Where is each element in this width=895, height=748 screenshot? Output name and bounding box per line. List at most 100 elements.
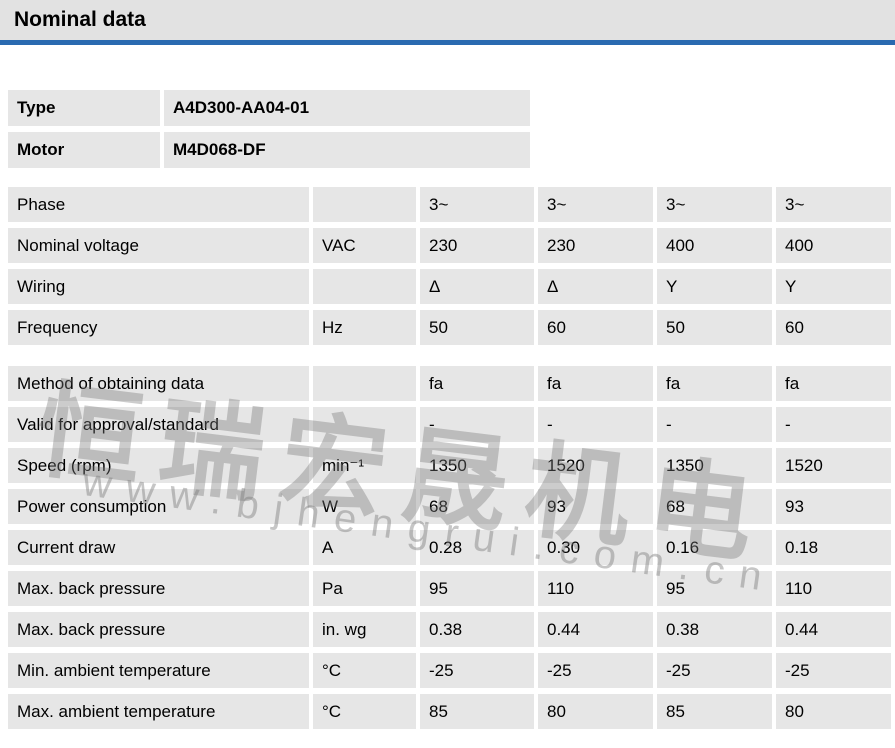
row-value: 0.18 <box>776 530 891 565</box>
row-value: fa <box>776 366 891 401</box>
row-value: -25 <box>657 653 772 688</box>
row-label: Current draw <box>8 530 309 565</box>
row-value: 93 <box>776 489 891 524</box>
row-label: Min. ambient temperature <box>8 653 309 688</box>
row-label: Max. back pressure <box>8 612 309 647</box>
row-value: fa <box>538 366 653 401</box>
row-label: Method of obtaining data <box>8 366 309 401</box>
row-unit: Hz <box>313 310 416 345</box>
row-unit: A <box>313 530 416 565</box>
row-unit: °C <box>313 694 416 729</box>
row-unit <box>313 187 416 222</box>
row-value: 50 <box>657 310 772 345</box>
row-label: Wiring <box>8 269 309 304</box>
row-value: 85 <box>657 694 772 729</box>
row-value: 230 <box>538 228 653 263</box>
product-row: Motor M4D068-DF <box>8 132 530 168</box>
row-value: 3~ <box>538 187 653 222</box>
table-row: Power consumption W 68 93 68 93 <box>8 489 891 524</box>
product-row: Type A4D300-AA04-01 <box>8 90 530 126</box>
product-row-label: Type <box>8 90 160 126</box>
row-value: 60 <box>538 310 653 345</box>
page-header: Nominal data <box>0 0 895 40</box>
table-row: Frequency Hz 50 60 50 60 <box>8 310 891 345</box>
page-title: Nominal data <box>14 8 146 31</box>
row-value: 95 <box>420 571 534 606</box>
row-value: 68 <box>420 489 534 524</box>
content-area: Type A4D300-AA04-01 Motor M4D068-DF Phase 3~… <box>0 90 895 729</box>
table-row: Method of obtaining data fa fa fa fa <box>8 366 891 401</box>
nominal-table: Phase 3~ 3~ 3~ 3~ Nominal voltage VAC 230 230 400… <box>8 187 891 729</box>
row-value: 400 <box>657 228 772 263</box>
row-value: -25 <box>776 653 891 688</box>
row-value: Y <box>776 269 891 304</box>
row-value: 80 <box>538 694 653 729</box>
table-row: Speed (rpm) min⁻¹ 1350 1520 1350 1520 <box>8 448 891 483</box>
header-accent-line <box>0 40 895 45</box>
row-value: fa <box>420 366 534 401</box>
row-value: 1350 <box>420 448 534 483</box>
row-value: - <box>420 407 534 442</box>
row-value: 400 <box>776 228 891 263</box>
row-value: 0.38 <box>420 612 534 647</box>
row-value: 3~ <box>420 187 534 222</box>
row-unit: Pa <box>313 571 416 606</box>
row-value: 1350 <box>657 448 772 483</box>
row-value: 1520 <box>776 448 891 483</box>
product-table: Type A4D300-AA04-01 Motor M4D068-DF <box>8 90 530 168</box>
row-value: -25 <box>538 653 653 688</box>
row-value: Δ <box>420 269 534 304</box>
row-value: 68 <box>657 489 772 524</box>
row-value: 1520 <box>538 448 653 483</box>
row-value: 85 <box>420 694 534 729</box>
row-value: 3~ <box>776 187 891 222</box>
product-row-value: M4D068-DF <box>164 132 530 168</box>
row-value: 93 <box>538 489 653 524</box>
row-value: 110 <box>538 571 653 606</box>
table-row: Max. ambient temperature °C 85 80 85 80 <box>8 694 891 729</box>
row-value: 110 <box>776 571 891 606</box>
row-value: -25 <box>420 653 534 688</box>
table-group: Phase 3~ 3~ 3~ 3~ Nominal voltage VAC 230 230 400… <box>8 187 891 345</box>
table-row: Max. back pressure Pa 95 110 95 110 <box>8 571 891 606</box>
table-row: Current draw A 0.28 0.30 0.16 0.18 <box>8 530 891 565</box>
row-unit <box>313 366 416 401</box>
row-value: - <box>657 407 772 442</box>
row-value: 95 <box>657 571 772 606</box>
table-row: Nominal voltage VAC 230 230 400 400 <box>8 228 891 263</box>
table-row: Phase 3~ 3~ 3~ 3~ <box>8 187 891 222</box>
row-unit <box>313 407 416 442</box>
row-value: Y <box>657 269 772 304</box>
row-unit <box>313 269 416 304</box>
row-unit: in. wg <box>313 612 416 647</box>
row-value: 50 <box>420 310 534 345</box>
row-label: Max. back pressure <box>8 571 309 606</box>
row-value: 0.16 <box>657 530 772 565</box>
table-row: Min. ambient temperature °C -25 -25 -25 -25 <box>8 653 891 688</box>
product-row-label: Motor <box>8 132 160 168</box>
row-value: 80 <box>776 694 891 729</box>
row-value: 60 <box>776 310 891 345</box>
table-group: Method of obtaining data fa fa fa fa Valid fo… <box>8 366 891 729</box>
row-value: 0.44 <box>538 612 653 647</box>
row-value: 0.28 <box>420 530 534 565</box>
row-value: fa <box>657 366 772 401</box>
product-row-value: A4D300-AA04-01 <box>164 90 530 126</box>
row-label: Nominal voltage <box>8 228 309 263</box>
row-value: 0.38 <box>657 612 772 647</box>
row-label: Valid for approval/standard <box>8 407 309 442</box>
row-unit: VAC <box>313 228 416 263</box>
row-label: Power consumption <box>8 489 309 524</box>
row-label: Frequency <box>8 310 309 345</box>
row-unit: °C <box>313 653 416 688</box>
row-value: 0.44 <box>776 612 891 647</box>
table-row: Max. back pressure in. wg 0.38 0.44 0.38 0.44 <box>8 612 891 647</box>
row-value: - <box>538 407 653 442</box>
row-label: Phase <box>8 187 309 222</box>
row-unit: W <box>313 489 416 524</box>
row-unit: min⁻¹ <box>313 448 416 483</box>
row-value: Δ <box>538 269 653 304</box>
row-value: - <box>776 407 891 442</box>
row-label: Speed (rpm) <box>8 448 309 483</box>
row-value: 230 <box>420 228 534 263</box>
